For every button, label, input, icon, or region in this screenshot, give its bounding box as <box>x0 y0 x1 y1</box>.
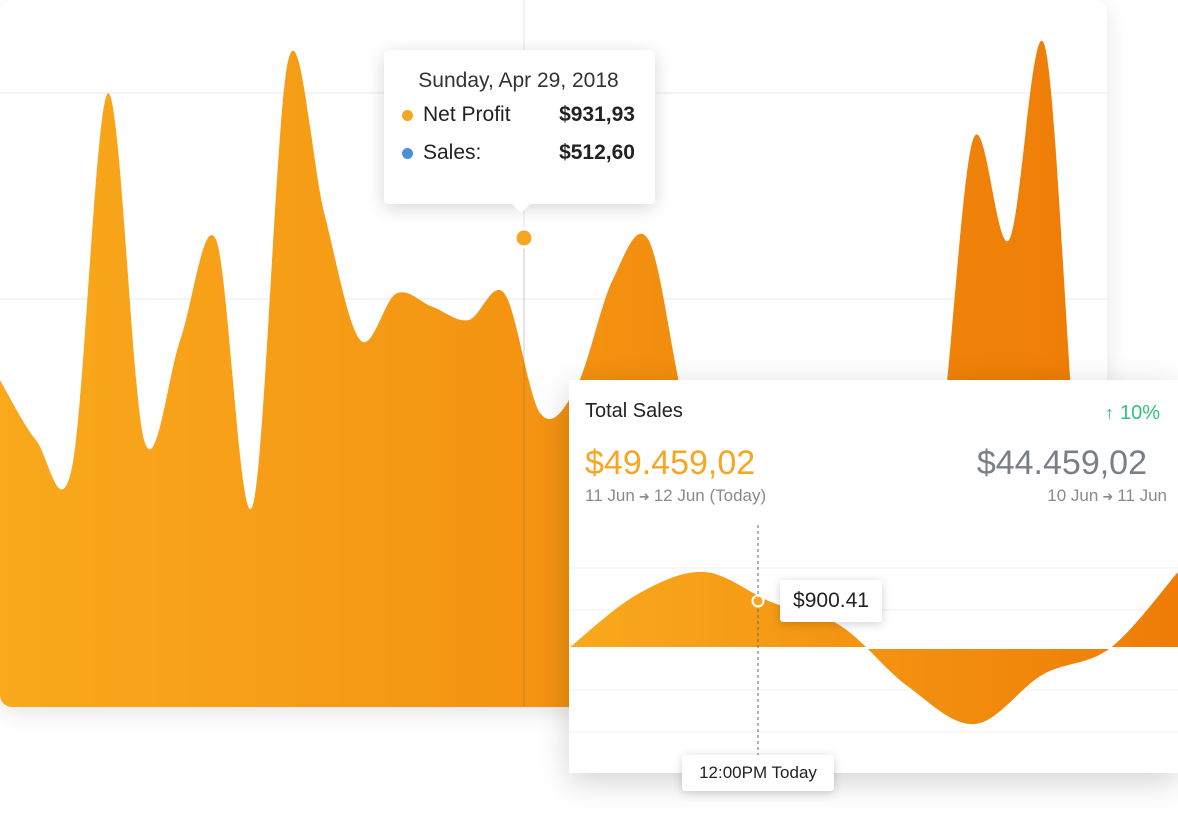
total-sales-title: Total Sales <box>585 400 683 422</box>
sales-time-label: 12:00PM Today <box>682 755 834 791</box>
tooltip-row-net-profit: Net Profit $931,93 <box>402 96 635 134</box>
highlight-point <box>513 227 535 249</box>
total-sales-card: Total Sales ↑ 10% $49.459,02 11 Jun ➜ 12 J… <box>569 380 1178 773</box>
tooltip-label: Sales: <box>423 141 482 164</box>
sales-highlight-point <box>751 594 765 608</box>
previous-sales-value: $44.459,02 <box>976 444 1147 482</box>
sales-point-label: $900.41 <box>780 580 882 622</box>
range-to: 12 Jun (Today) <box>653 486 767 505</box>
tooltip-date: Sunday, Apr 29, 2018 <box>418 69 619 92</box>
range-to: 11 Jun <box>1117 486 1167 505</box>
range-from: 11 Jun <box>585 486 635 505</box>
current-date-range: 11 Jun ➜ 12 Jun (Today) <box>585 486 766 506</box>
tooltip-value: $931,93 <box>559 103 635 126</box>
sales-change-value: 10% <box>1119 402 1160 424</box>
total-sales-chart[interactable] <box>569 380 1178 773</box>
previous-date-range: 10 Jun ➜ 11 Jun <box>1047 486 1167 506</box>
arrow-up-icon: ↑ <box>1104 403 1114 423</box>
net-profit-tooltip: Sunday, Apr 29, 2018 Net Profit $931,93 … <box>384 50 655 213</box>
sales-dot-icon <box>402 147 413 159</box>
tooltip-label: Net Profit <box>423 103 511 126</box>
arrow-right-icon: ➜ <box>1102 489 1114 504</box>
sales-change-badge: ↑ 10% <box>1105 402 1160 425</box>
current-sales-value: $49.459,02 <box>585 444 756 482</box>
tooltip-row-sales: Sales: $512,60 <box>402 134 635 172</box>
tooltip-value: $512,60 <box>559 141 635 164</box>
net-profit-dot-icon <box>402 109 413 121</box>
range-from: 10 Jun <box>1047 486 1099 505</box>
arrow-right-icon: ➜ <box>638 489 650 504</box>
